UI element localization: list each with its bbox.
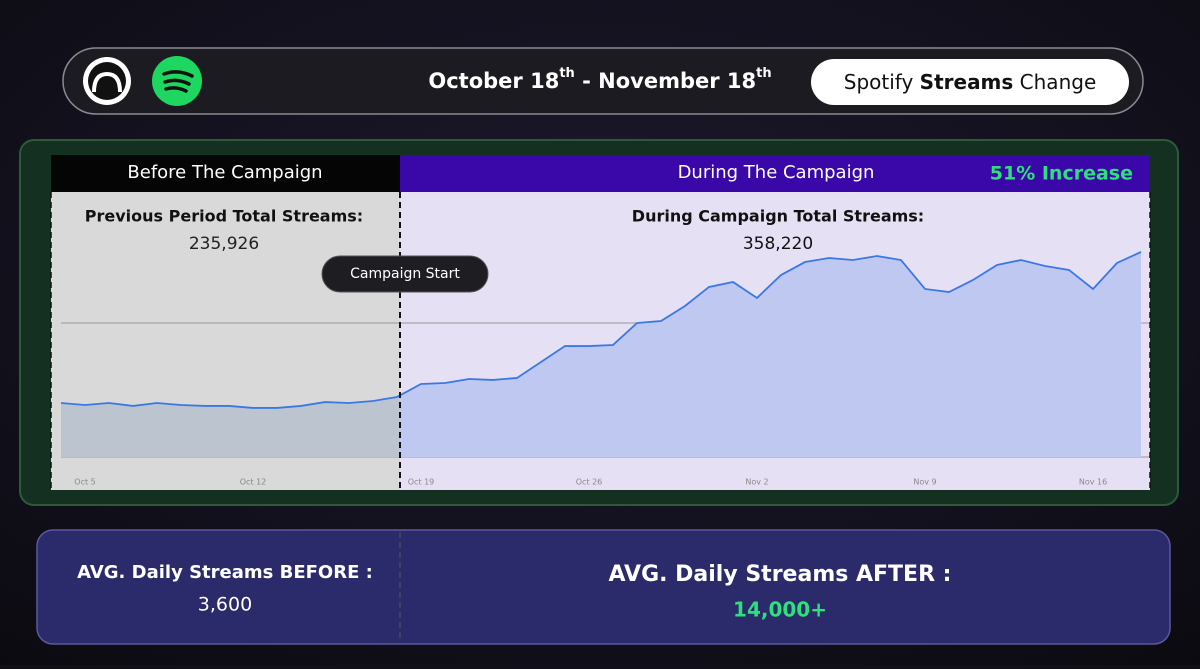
avg-after-label: AVG. Daily Streams AFTER : [609, 562, 952, 587]
spotify-logo-waves [162, 70, 194, 93]
streams-button[interactable] [811, 59, 1129, 105]
button-prefix: Spotify [844, 70, 920, 94]
button-text[interactable]: Spotify Streams Change [844, 70, 1097, 94]
campaign-start-pill [321, 255, 489, 293]
during-title: During The Campaign [678, 162, 875, 183]
brand-logo-inner [88, 62, 126, 100]
date-sup: th [756, 66, 771, 81]
x-tick-label: Oct 26 [576, 478, 603, 487]
increase-badge: 51% Increase [990, 163, 1133, 185]
date-range: October 18th - November 18th [428, 66, 771, 94]
avg-after-value: 14,000+ [733, 598, 827, 622]
x-tick-label: Oct 19 [408, 478, 435, 487]
x-tick-label: Oct 5 [74, 478, 95, 487]
summary-panel [36, 529, 1171, 645]
button-bold: Streams [920, 70, 1014, 94]
date-end: - November 18 [575, 69, 756, 93]
date-start: October 18 [428, 69, 559, 93]
x-tick-label: Oct 12 [240, 478, 267, 487]
campaign-start-text: Campaign Start [350, 266, 460, 282]
area-fill [61, 251, 1141, 457]
avg-before-value: 3,600 [198, 594, 252, 616]
before-total: 235,926 [189, 234, 259, 254]
avg-before-label: AVG. Daily Streams BEFORE : [77, 562, 373, 583]
button-suffix: Change [1013, 70, 1096, 94]
before-header [51, 155, 400, 192]
during-total-label: During Campaign Total Streams: [632, 207, 924, 226]
x-tick-label: Nov 9 [913, 478, 936, 487]
before-total-label: Previous Period Total Streams: [85, 207, 363, 226]
x-tick-label: Nov 16 [1079, 478, 1107, 487]
brand-logo-mark [92, 71, 122, 93]
during-total: 358,220 [743, 234, 813, 254]
x-tick-label: Nov 2 [745, 478, 768, 487]
before-title: Before The Campaign [127, 162, 322, 183]
during-header [400, 155, 1150, 192]
date-sup: th [559, 66, 574, 81]
line [60, 251, 1142, 409]
plot: Oct 5 Oct 12 Oct 19 Oct 26 Nov 2 Nov 9 Nov 16 [60, 251, 1150, 487]
